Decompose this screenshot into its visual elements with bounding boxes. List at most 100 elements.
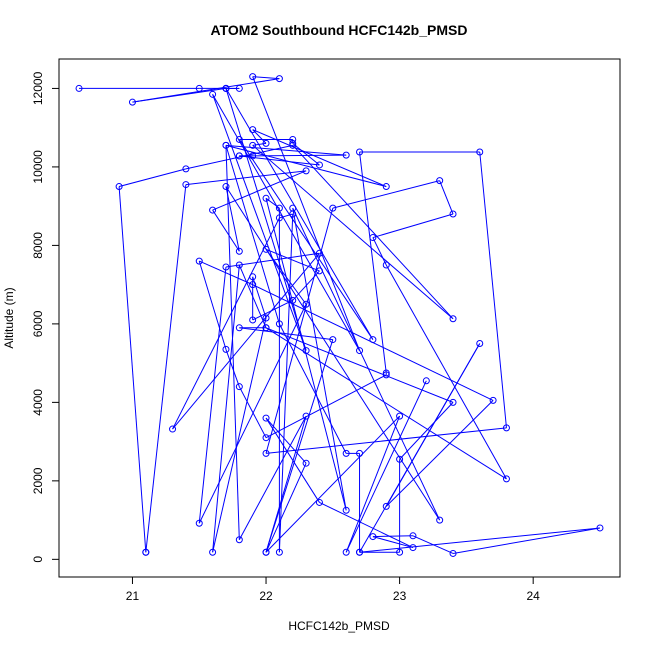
data-point (289, 210, 297, 218)
series-segment (345, 380, 427, 553)
series-segment (225, 349, 240, 387)
series-segment (399, 402, 454, 460)
series-segment (265, 462, 307, 553)
data-point (128, 98, 136, 106)
data-point (356, 347, 364, 355)
data-point (275, 75, 283, 83)
series-segment (265, 327, 454, 403)
series-segment (372, 535, 413, 538)
data-point (449, 210, 457, 218)
series-segment (292, 270, 320, 301)
data-point (222, 345, 230, 353)
data-point (182, 165, 190, 173)
data-point (222, 183, 230, 191)
data-point (302, 412, 310, 420)
series-segment (132, 78, 280, 103)
series-segment (238, 386, 267, 438)
x-axis: 21 22 23 24 (126, 577, 540, 603)
series-segment (252, 76, 280, 80)
series-segment (225, 145, 240, 540)
series-segment (292, 207, 441, 521)
series-segment (198, 266, 227, 524)
data-point (235, 536, 243, 544)
data-point (356, 148, 364, 156)
series-segment (439, 180, 454, 215)
data-point (476, 148, 484, 156)
series-segment (345, 415, 401, 553)
series-segment (212, 209, 240, 252)
data-point (315, 498, 323, 506)
data-point (302, 167, 310, 175)
data-point (262, 139, 270, 147)
data-point (209, 206, 217, 214)
data-point (382, 371, 390, 379)
series-segment (172, 252, 320, 430)
data-point (382, 502, 390, 510)
series-segment (265, 248, 320, 272)
y-tick-label: 12000 (31, 71, 45, 105)
data-point (249, 126, 257, 134)
data-point (75, 84, 83, 92)
data-point (329, 336, 337, 344)
series-segment (265, 207, 334, 454)
data-point (449, 398, 457, 406)
data-point (262, 324, 270, 332)
data-point (262, 245, 270, 253)
y-axis-label: Altitude (m) (2, 287, 16, 348)
series-segment (225, 88, 374, 340)
series-segment (212, 94, 307, 351)
data-point (142, 548, 150, 556)
series-segment (319, 501, 414, 549)
data-point (449, 315, 457, 323)
series-segment (452, 527, 601, 554)
data-point (342, 151, 350, 159)
series-segment (238, 139, 374, 340)
series-segment (199, 260, 253, 286)
series-segment (225, 145, 280, 325)
series-segment (265, 415, 307, 553)
data-point (382, 183, 390, 191)
data-point (369, 533, 377, 541)
data-point (315, 161, 323, 169)
data-point (249, 273, 257, 281)
data-point (396, 548, 404, 556)
data-point (315, 267, 323, 275)
series-segment (279, 213, 293, 219)
data-point (342, 548, 350, 556)
series-segment (252, 129, 387, 187)
series-segment (252, 142, 267, 146)
series-segment (252, 144, 454, 320)
data-point (409, 544, 417, 552)
series-segment (292, 144, 454, 320)
series-segment (479, 151, 507, 428)
series-segment (239, 327, 333, 341)
data-point (209, 90, 217, 98)
series-segment (332, 180, 440, 209)
y-tick-label: 6000 (31, 310, 45, 337)
data-point (235, 135, 243, 143)
series-segment (238, 415, 307, 540)
series-segment (185, 170, 307, 186)
data-point (235, 84, 243, 92)
data-point (222, 84, 230, 92)
data-point (436, 516, 444, 524)
data-point (596, 524, 604, 532)
y-tick-label: 0 (31, 556, 45, 563)
series-segment (239, 155, 320, 166)
data-point (262, 194, 270, 202)
data-point (382, 261, 390, 269)
series-segment (172, 217, 280, 430)
series-segment (359, 527, 601, 553)
data-point (275, 320, 283, 328)
data-point (275, 548, 283, 556)
x-tick-label: 23 (393, 589, 407, 603)
data-point (396, 412, 404, 420)
series-segment (252, 299, 293, 321)
data-point (262, 414, 270, 422)
x-axis-label: HCFC142b_PMSD (288, 619, 390, 633)
data-point (209, 548, 217, 556)
plot-frame (58, 58, 621, 578)
series-segment (265, 339, 334, 553)
data-point (315, 249, 323, 257)
